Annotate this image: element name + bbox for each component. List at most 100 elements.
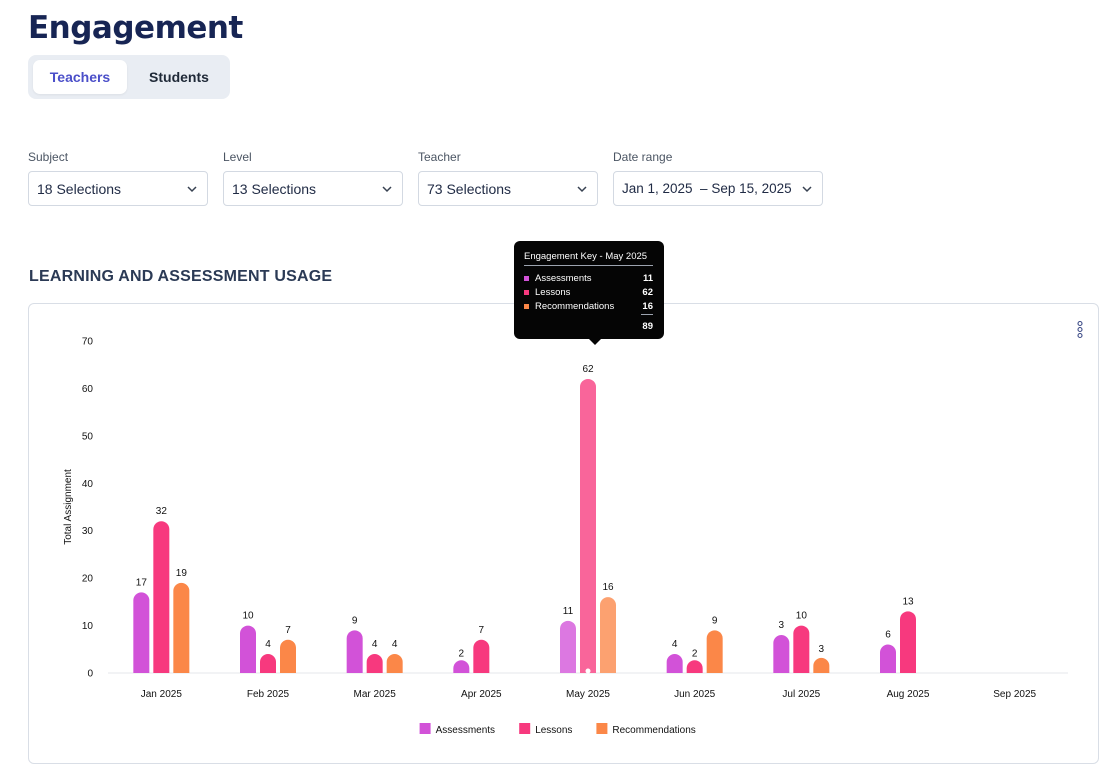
bar-assessments-jul-2025[interactable] [773,635,790,673]
tooltip-row-assessments: Assessments 11 [524,273,653,285]
bar-lessons-jul-2025[interactable] [793,625,810,673]
y-tick-label: 20 [82,574,94,585]
date-range-label: Date range [613,150,673,164]
x-tick-label: Aug 2025 [887,689,930,700]
y-tick-label: 60 [82,384,94,395]
teacher-select[interactable]: 73 Selections [418,171,598,206]
bar-assessments-may-2025[interactable] [560,620,576,673]
bar-data-label: 16 [602,582,614,593]
bar-data-label: 4 [392,639,398,650]
tooltip-swatch-assessments [524,276,529,281]
bar-data-label: 32 [156,506,168,517]
x-tick-label: Mar 2025 [354,689,397,700]
bar-assessments-jan-2025[interactable] [133,592,150,673]
bar-assessments-mar-2025[interactable] [346,630,363,673]
bar-lessons-jun-2025[interactable] [686,660,703,673]
level-select[interactable]: 13 Selections [223,171,403,206]
y-tick-label: 50 [82,431,94,442]
y-tick-label: 0 [87,669,93,680]
bar-data-label: 7 [285,625,291,636]
bar-lessons-may-2025[interactable] [580,378,596,673]
x-tick-label: Apr 2025 [461,689,502,700]
tooltip-label-assessments: Assessments [535,273,592,284]
section-title: LEARNING AND ASSESSMENT USAGE [29,268,333,285]
bar-lessons-feb-2025[interactable] [260,654,276,673]
tooltip-swatch-lessons [524,290,529,295]
bar-data-label: 10 [242,611,254,622]
chart-card [28,303,1099,764]
legend-swatch [519,723,531,734]
y-tick-label: 10 [82,621,94,632]
bar-recommendations-may-2025[interactable] [600,597,616,673]
tooltip-label-lessons: Lessons [535,287,571,298]
chevron-down-icon [802,186,812,193]
bar-data-label: 4 [265,639,271,650]
legend-item-lessons[interactable]: Lessons [519,723,572,736]
tooltip-value-assessments: 11 [642,273,653,284]
bar-data-label: 9 [712,615,718,626]
x-tick-label: Jan 2025 [141,689,183,700]
subject-select[interactable]: 18 Selections [28,171,208,206]
bar-data-label: 17 [136,577,148,588]
bar-data-label: 3 [779,620,785,631]
bar-assessments-feb-2025[interactable] [240,625,256,673]
chart-tooltip: Engagement Key - May 2025 Assessments 11… [514,241,664,345]
chevron-down-icon [382,186,392,193]
bar-data-label: 62 [582,364,594,375]
date-range-filter: Date range Jan 1, 2025 – Sep 15, 2025 [613,150,823,206]
bar-data-label: 2 [459,649,465,660]
teacher-filter-label: Teacher [418,150,461,164]
bar-recommendations-feb-2025[interactable] [280,639,296,673]
bar-data-label: 7 [479,625,485,636]
y-axis-label: Total Assignment [63,469,74,545]
tooltip-swatch-recommendations [524,304,529,309]
bar-data-label: 4 [372,639,378,650]
teacher-filter: Teacher 73 Selections [418,150,598,206]
tab-teachers[interactable]: Teachers [33,60,127,94]
y-tick-label: 30 [82,526,94,537]
bar-recommendations-jun-2025[interactable] [706,630,723,673]
page-title: Engagement [28,10,243,46]
bar-lessons-aug-2025[interactable] [900,611,916,673]
legend-item-assessments[interactable]: Assessments [419,723,495,736]
bar-recommendations-jan-2025[interactable] [173,582,190,673]
chevron-down-icon [577,186,587,193]
bar-assessments-jun-2025[interactable] [666,654,683,673]
bar-lessons-apr-2025[interactable] [473,639,490,673]
bar-data-label: 10 [796,611,808,622]
bar-lessons-jan-2025[interactable] [153,521,170,673]
x-tick-label: Jul 2025 [782,689,820,700]
tooltip-value-recommendations: 16 [642,301,653,312]
bar-data-label: 3 [819,644,825,655]
chart-options-icon[interactable] [1074,320,1086,345]
legend-swatch [596,723,608,734]
date-range-picker[interactable]: Jan 1, 2025 – Sep 15, 2025 [613,171,823,206]
bar-data-label: 13 [902,596,914,607]
legend-label: Assessments [436,725,495,736]
bar-data-label: 9 [352,615,358,626]
bar-recommendations-mar-2025[interactable] [386,654,403,673]
x-tick-label: Jun 2025 [674,689,716,700]
bar-assessments-apr-2025[interactable] [453,660,470,673]
bar-data-label: 2 [692,649,698,660]
bar-lessons-mar-2025[interactable] [366,654,383,673]
view-tabs: Teachers Students [28,55,230,99]
tooltip-divider [641,314,653,315]
date-range-value: Jan 1, 2025 – Sep 15, 2025 [622,181,792,196]
tooltip-label-recommendations: Recommendations [535,301,615,312]
legend-label: Lessons [535,725,572,736]
bar-assessments-aug-2025[interactable] [880,644,896,673]
tab-students[interactable]: Students [149,69,209,85]
bar-data-label: 6 [885,630,891,641]
legend-item-recommendations[interactable]: Recommendations [596,723,696,736]
legend-label: Recommendations [612,725,695,736]
tooltip-title: Engagement Key - May 2025 [524,251,653,266]
teacher-select-value: 73 Selections [427,181,512,197]
x-tick-label: Feb 2025 [247,689,290,700]
subject-filter: Subject 18 Selections [28,150,208,206]
tooltip-value-lessons: 62 [642,287,653,298]
bar-data-label: 19 [176,568,188,579]
y-tick-label: 70 [82,337,94,348]
bar-recommendations-jul-2025[interactable] [813,657,830,673]
